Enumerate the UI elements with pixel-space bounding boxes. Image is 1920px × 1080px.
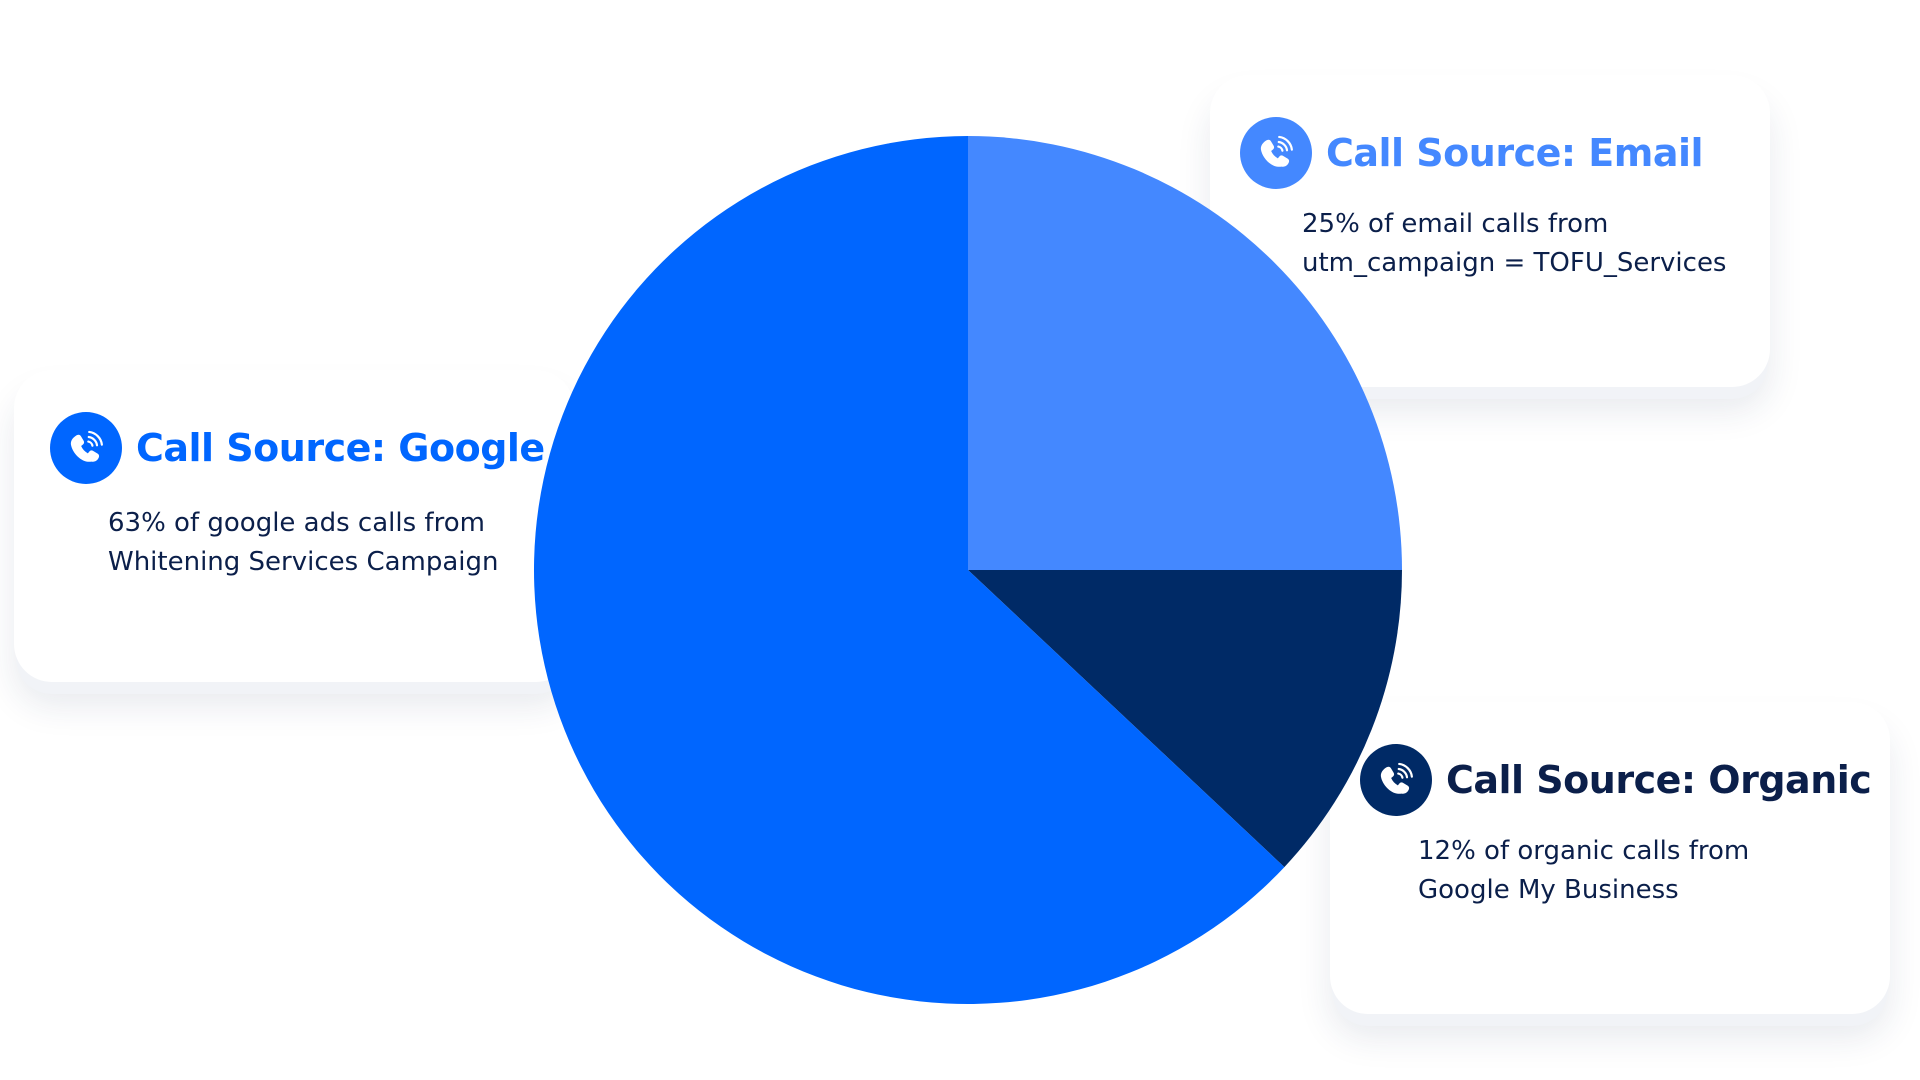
email-card-description: 25% of email calls from utm_campaign = T… [1302,205,1726,283]
google-ads-card-title: Call Source: Google Ads [136,426,636,470]
phone-icon [1240,117,1312,189]
google-ads-card-header: Call Source: Google Ads [50,412,636,484]
email-card-title: Call Source: Email [1326,131,1704,175]
google-ads-desc-line-2: Whitening Services Campaign [108,547,499,577]
email-source-card: Call Source: Email 25% of email calls fr… [1210,75,1770,387]
phone-icon-glyph [1260,135,1293,167]
phone-icon [50,412,122,484]
email-desc-line-2: utm_campaign = TOFU_Services [1302,248,1727,278]
google-ads-card-description: 63% of google ads calls from Whitening S… [108,504,499,582]
phone-icon-glyph [70,430,103,462]
organic-desc-line-2: Google My Business [1418,875,1679,905]
organic-card-header: Call Source: Organic [1360,744,1872,816]
organic-card-description: 12% of organic calls from Google My Busi… [1418,832,1749,910]
email-card-header: Call Source: Email [1240,117,1704,189]
email-desc-line-1: 25% of email calls from [1302,209,1609,239]
google-ads-source-card: Call Source: Google Ads 63% of google ad… [14,370,636,682]
phone-icon-glyph [1380,762,1413,794]
organic-desc-line-1: 12% of organic calls from [1418,836,1750,866]
phone-icon [1360,744,1432,816]
organic-card-title: Call Source: Organic [1446,758,1872,802]
pie-slice-google-ads [533,136,1285,1005]
organic-source-card: Call Source: Organic 12% of organic call… [1330,702,1890,1014]
google-ads-desc-line-1: 63% of google ads calls from [108,508,485,538]
